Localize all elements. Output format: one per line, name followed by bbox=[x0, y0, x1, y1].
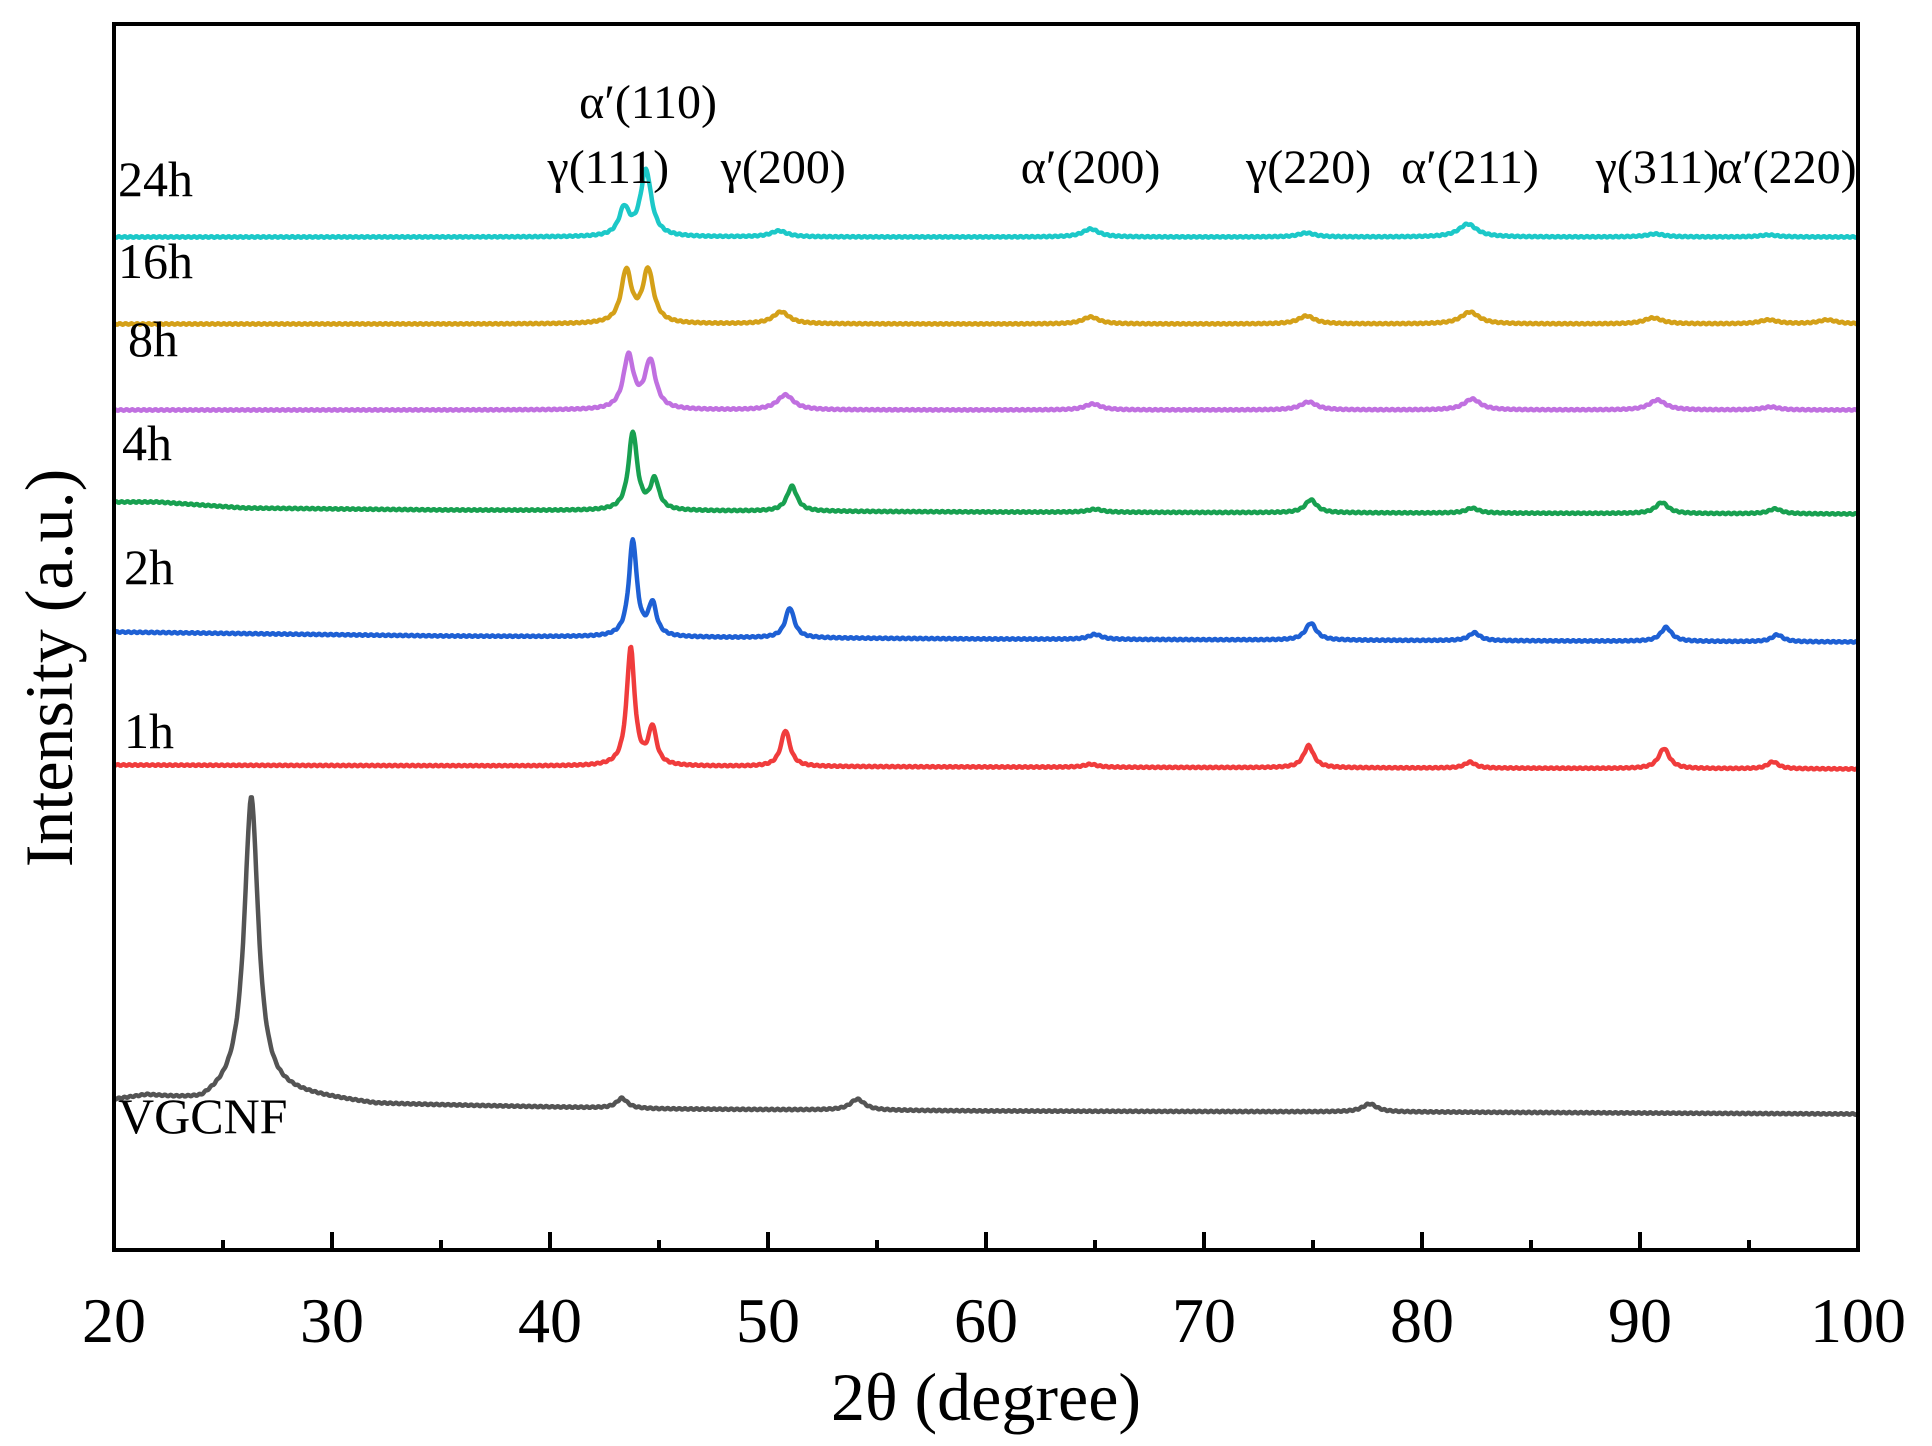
x-axis: 20 30 40 50 60 70 80 90 100 bbox=[82, 1232, 1906, 1356]
series-line-8h bbox=[112, 350, 1860, 413]
peak-label: α′(200) bbox=[1021, 141, 1161, 194]
series-label-layer: VGCNF 1h 2h 4h 8h 16h 24h bbox=[118, 151, 287, 1144]
peak-label-layer: γ(111) α′(110)γ(200) α′(200) γ(220) α′(211) γ… bbox=[546, 76, 1856, 194]
x-tick-label: 20 bbox=[82, 1285, 146, 1356]
series-line-1h bbox=[112, 644, 1860, 772]
x-tick-label: 100 bbox=[1810, 1285, 1906, 1356]
x-tick-label: 70 bbox=[1172, 1285, 1236, 1356]
series-label-VGCNF: VGCNF bbox=[118, 1088, 287, 1144]
series-label-8h: 8h bbox=[128, 311, 178, 367]
series-label-16h: 16h bbox=[118, 233, 193, 289]
series-line-2h bbox=[112, 537, 1860, 645]
peak-label: α′(211) bbox=[1401, 141, 1539, 194]
x-tick-label: 40 bbox=[518, 1285, 582, 1356]
peak-label: γ(111) bbox=[546, 141, 669, 194]
series-line-4h bbox=[112, 429, 1860, 517]
series-label-4h: 4h bbox=[122, 415, 172, 471]
x-tick-label: 80 bbox=[1390, 1285, 1454, 1356]
x-tick-label: 60 bbox=[954, 1285, 1018, 1356]
series-line-24h bbox=[112, 166, 1860, 240]
y-axis-title: Intensity (a.u.) bbox=[11, 469, 87, 867]
series-layer bbox=[112, 166, 1860, 1117]
series-label-2h: 2h bbox=[124, 539, 174, 595]
series-label-1h: 1h bbox=[124, 703, 174, 759]
x-axis-title: 2θ (degree) bbox=[831, 1359, 1141, 1435]
peak-label: γ(220) bbox=[1245, 141, 1371, 194]
x-tick-label: 30 bbox=[300, 1285, 364, 1356]
peak-label: γ(311) bbox=[1595, 141, 1719, 194]
x-tick-label: 50 bbox=[736, 1285, 800, 1356]
peak-label: α′(110) bbox=[579, 76, 717, 129]
series-line-16h bbox=[112, 265, 1860, 327]
peak-label: α′(220) bbox=[1717, 141, 1857, 194]
x-tick-label: 90 bbox=[1608, 1285, 1672, 1356]
series-label-24h: 24h bbox=[118, 151, 193, 207]
peak-label: γ(200) bbox=[720, 141, 846, 194]
series-line-VGCNF bbox=[112, 795, 1860, 1117]
